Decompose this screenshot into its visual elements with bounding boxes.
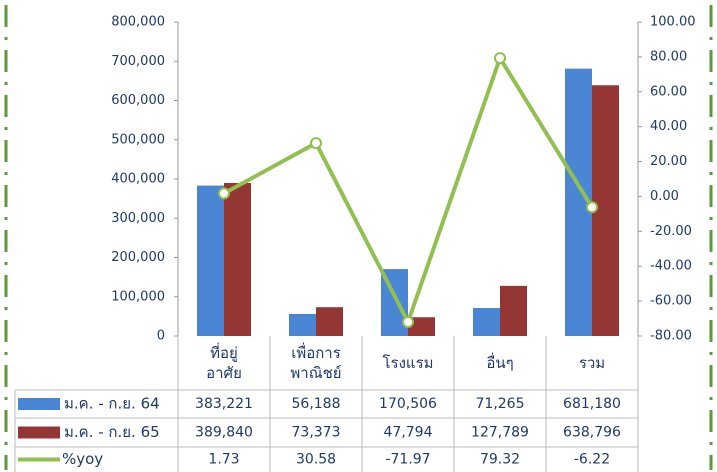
y-tick-label: 500,000 [111, 132, 165, 147]
table-value: 389,840 [195, 425, 253, 441]
table-value: 383,221 [195, 396, 253, 412]
y-tick-label: 700,000 [111, 54, 165, 69]
yoy-point [586, 201, 598, 214]
y2-tick-label: 100.00 [650, 15, 696, 30]
category-label: รวม [579, 354, 605, 372]
yoy-point [402, 315, 414, 328]
table-value: 127,789 [471, 425, 529, 441]
y-tick-label: 800,000 [111, 15, 165, 30]
bar [224, 182, 251, 336]
category-label: อื่นๆ [486, 352, 513, 372]
table-value: 79.32 [480, 452, 520, 468]
yoy-point [494, 52, 506, 65]
legend-swatch [18, 398, 60, 410]
legend-label: %yoy [62, 450, 103, 468]
y2-tick-label: -40.00 [650, 259, 692, 274]
y2-tick-label: -80.00 [650, 329, 692, 344]
y-tick-label: 0 [157, 329, 165, 344]
y2-tick-label: -20.00 [650, 224, 692, 239]
y2-tick-label: 20.00 [650, 154, 687, 169]
yoy-point [310, 137, 322, 150]
bar [316, 307, 343, 336]
table-value: 56,188 [292, 396, 341, 412]
category-label: ที่อยู่อาศัย [206, 342, 242, 382]
y2-tick-label: -60.00 [650, 294, 692, 309]
table-value: -71.97 [385, 452, 430, 468]
bar [473, 308, 500, 336]
legend-swatch [18, 426, 60, 439]
y2-tick-label: 40.00 [650, 119, 687, 134]
table-value: 47,794 [384, 425, 433, 441]
yoy-point [218, 187, 230, 200]
y-tick-label: 300,000 [111, 211, 165, 226]
table-value: -6.22 [574, 452, 610, 468]
table-value: 71,265 [476, 396, 525, 412]
y-tick-label: 400,000 [111, 172, 165, 187]
table-value: 73,373 [292, 425, 341, 441]
bar [197, 185, 224, 336]
category-label: โรงแรม [382, 354, 433, 372]
y-tick-label: 600,000 [111, 93, 165, 108]
category-label: เพื่อการพาณิชย์ [290, 342, 341, 382]
legend-label: ม.ค. - ก.ย. 64 [64, 395, 160, 413]
table-value: 681,180 [563, 396, 621, 412]
y-tick-label: 200,000 [111, 250, 165, 265]
table-value: 170,506 [379, 396, 437, 412]
bar [289, 313, 316, 336]
bar [408, 317, 435, 336]
y2-tick-label: 60.00 [650, 84, 687, 99]
table-value: 638,796 [563, 425, 621, 441]
y2-tick-label: 0.00 [650, 189, 679, 204]
y-tick-label: 100,000 [111, 289, 165, 304]
bar [500, 285, 527, 336]
table-value: 30.58 [296, 452, 336, 468]
legend-label: ม.ค. - ก.ย. 65 [64, 423, 160, 441]
table-value: 1.73 [208, 452, 239, 468]
y2-tick-label: 80.00 [650, 49, 687, 64]
